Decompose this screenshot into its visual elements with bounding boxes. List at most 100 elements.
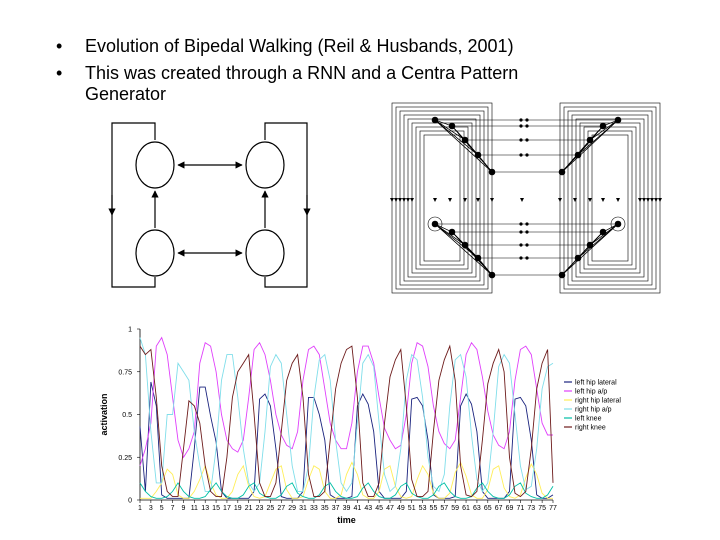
- network-connection: [602, 119, 619, 127]
- network-connection: [434, 119, 479, 156]
- network-connection: [451, 125, 493, 173]
- network-node: [586, 136, 594, 144]
- network-node: [431, 220, 439, 228]
- network-connection: [589, 231, 604, 246]
- neuron-node: [135, 229, 175, 277]
- network-arrowhead: [573, 198, 577, 202]
- network-node: [586, 241, 594, 249]
- network-frame: [403, 114, 481, 282]
- network-connection: [434, 223, 453, 233]
- x-tick-label: 3: [149, 505, 153, 512]
- input-node: [610, 216, 626, 232]
- network-frame: [415, 126, 469, 270]
- x-tick-label: 51: [408, 505, 416, 512]
- x-tick-label: 67: [495, 505, 503, 512]
- series-line: [139, 381, 554, 499]
- network-connection: [451, 125, 466, 141]
- y-tick-label: 0.75: [118, 369, 132, 376]
- network-connection: [434, 223, 479, 259]
- network-node: [599, 122, 607, 130]
- network-connection: [561, 125, 604, 173]
- network-connection: [561, 231, 604, 276]
- neuron-node: [245, 229, 285, 277]
- network-frame: [411, 122, 473, 274]
- network-node: [431, 116, 439, 124]
- bullet-item: • Evolution of Bipedal Walking (Reil & H…: [52, 36, 572, 57]
- network-node: [488, 168, 496, 176]
- network-connection: [577, 223, 619, 259]
- network-connection: [561, 231, 604, 276]
- network-connection: [577, 119, 619, 156]
- network-arrowhead: [654, 198, 658, 202]
- network-arrowhead: [490, 198, 494, 202]
- network-connection: [434, 119, 479, 156]
- x-tick-label: 1: [138, 505, 142, 512]
- network-connection: [561, 154, 579, 173]
- y-tick-label: 0: [128, 498, 132, 505]
- y-axis-label: activation: [99, 393, 109, 435]
- network-connection: [561, 154, 579, 173]
- x-tick-label: 7: [171, 505, 175, 512]
- x-tick-label: 9: [182, 505, 186, 512]
- network-connection: [477, 257, 493, 276]
- network-frame: [559, 102, 661, 294]
- network-connection: [464, 244, 479, 259]
- network-connection: [434, 223, 466, 246]
- network-connection: [477, 154, 493, 173]
- network-connection: [561, 139, 591, 173]
- legend-entry: left hip lateral: [575, 380, 617, 387]
- x-tick-label: 13: [201, 505, 209, 512]
- x-tick-label: 59: [451, 505, 459, 512]
- legend-entry: right hip a/p: [575, 407, 612, 414]
- network-connection: [434, 119, 493, 173]
- legend-entry: left hip a/p: [575, 389, 607, 396]
- network-node: [474, 254, 482, 262]
- network-connection: [589, 125, 604, 141]
- network-node: [574, 151, 582, 159]
- network-connection: [434, 223, 493, 276]
- network-connection: [589, 119, 619, 141]
- network-node: [448, 228, 456, 236]
- network-connection: [589, 125, 604, 141]
- network-connection: [561, 125, 604, 173]
- network-connection: [451, 125, 479, 156]
- network-frame: [395, 106, 489, 290]
- network-connection: [451, 231, 493, 276]
- network-node: [525, 124, 529, 128]
- network-node: [461, 136, 469, 144]
- network-frame: [583, 126, 637, 270]
- x-tick-label: 71: [516, 505, 524, 512]
- network-arrowhead: [646, 198, 650, 202]
- series-line: [139, 336, 553, 466]
- network-arrowhead: [402, 198, 406, 202]
- network-arrowhead: [394, 198, 398, 202]
- x-tick-label: 41: [353, 505, 361, 512]
- network-connection: [451, 125, 479, 156]
- network-node: [614, 220, 622, 228]
- network-node: [519, 124, 523, 128]
- network-node: [525, 138, 529, 142]
- bullet-text: Evolution of Bipedal Walking (Reil & Hus…: [85, 36, 514, 56]
- network-connection: [434, 223, 493, 276]
- series-line: [139, 482, 554, 499]
- network-node: [488, 271, 496, 279]
- network-arrowhead: [642, 198, 646, 202]
- network-connection: [561, 257, 579, 276]
- bullet-text: This was created through a RNN and a Cen…: [85, 63, 519, 104]
- network-node: [519, 230, 523, 234]
- network-connection: [434, 223, 466, 246]
- network-connection: [577, 244, 591, 259]
- network-connection: [434, 119, 466, 141]
- cpg-network: [108, 122, 311, 288]
- x-tick-label: 69: [506, 505, 514, 512]
- network-connection: [577, 231, 604, 259]
- x-tick-label: 37: [332, 505, 340, 512]
- network-node: [558, 271, 566, 279]
- network-node: [599, 228, 607, 236]
- network-connection: [577, 119, 619, 156]
- y-tick-label: 0.5: [122, 412, 132, 419]
- network-connection: [561, 257, 579, 276]
- network-node: [519, 118, 523, 122]
- bullet-marker: •: [56, 36, 63, 56]
